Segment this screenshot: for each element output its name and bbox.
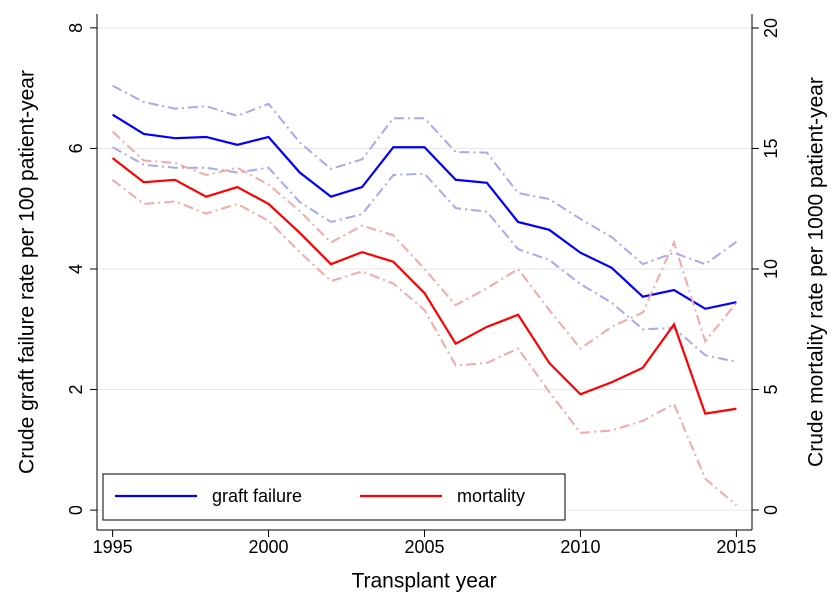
y2-tick-label: 15	[761, 138, 781, 158]
x-tick-label: 2005	[404, 537, 444, 557]
y-tick-label: 2	[66, 385, 86, 395]
y-tick-label: 0	[66, 505, 86, 515]
y-tick-label: 6	[66, 143, 86, 153]
ci-line	[112, 84, 737, 266]
legend-label: graft failure	[212, 486, 302, 506]
ci-line	[112, 146, 737, 363]
y2-tick-label: 0	[761, 505, 781, 515]
y2-tick-label: 5	[761, 384, 781, 394]
x-tick-label: 2010	[560, 537, 600, 557]
ci-line	[111, 130, 738, 350]
y2-axis-title: Crude mortality rate per 1000 patient-ye…	[805, 77, 828, 467]
y2-tick-label: 20	[761, 18, 781, 38]
x-tick-label: 2000	[249, 537, 289, 557]
legend-label: mortality	[457, 486, 525, 506]
x-axis-title: Transplant year	[351, 570, 496, 593]
y2-tick-label: 10	[761, 259, 781, 279]
y-tick-label: 8	[66, 23, 86, 33]
ci-line	[111, 179, 738, 506]
x-tick-label: 1995	[93, 537, 133, 557]
series-line	[112, 113, 737, 310]
series-line	[111, 157, 737, 415]
y-axis-title: Crude graft failure rate per 100 patient…	[16, 70, 39, 474]
x-tick-label: 2015	[716, 537, 756, 557]
y-tick-label: 4	[66, 264, 86, 274]
